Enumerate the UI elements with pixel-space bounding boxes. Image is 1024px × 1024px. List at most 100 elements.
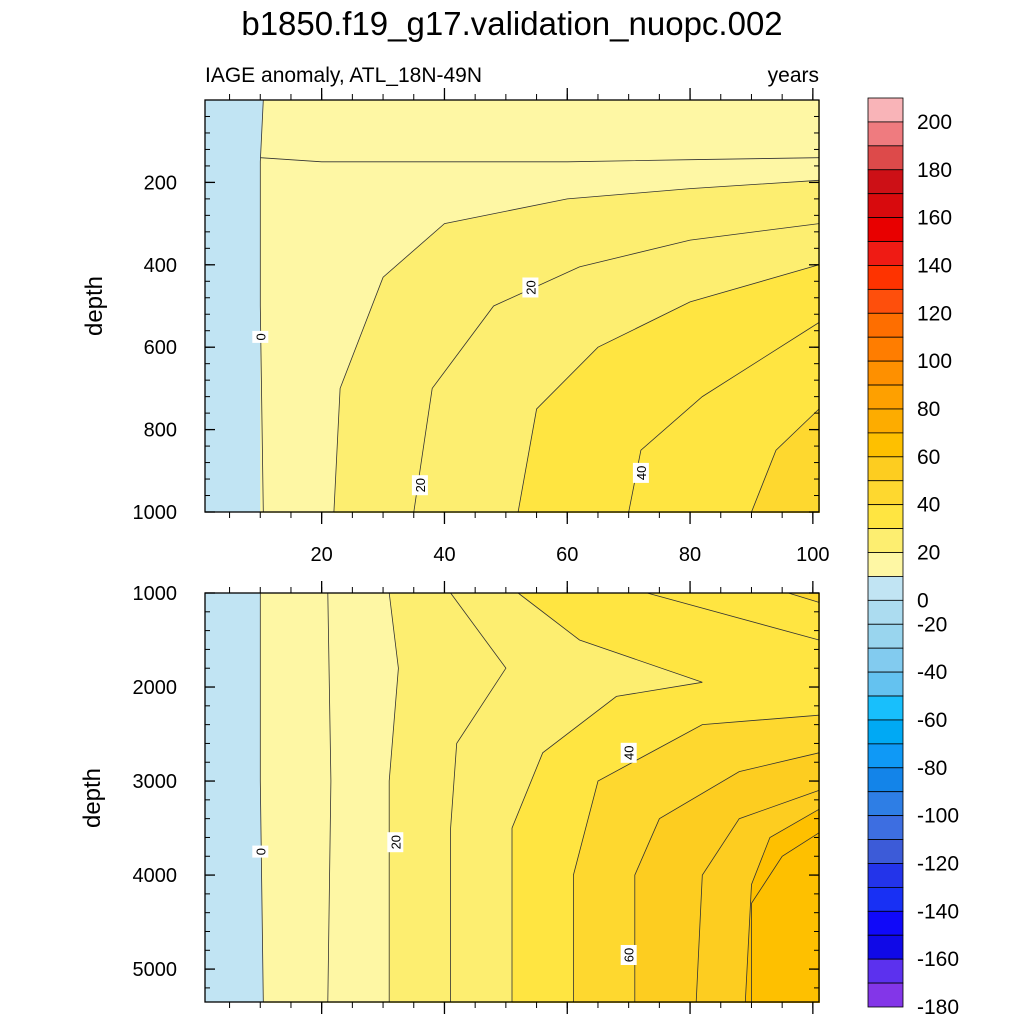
top-contour-line-0	[259, 99, 264, 513]
colorbar-label: 60	[917, 446, 940, 469]
colorbar-box	[867, 193, 904, 219]
svg-text:0: 0	[253, 333, 268, 340]
colorbar-box	[867, 241, 904, 266]
colorbar-box	[867, 791, 904, 817]
colorbar-box	[867, 97, 904, 123]
colorbar-label: -100	[917, 805, 959, 828]
colorbar-label: 200	[917, 111, 952, 134]
bot-contour-label: 20	[387, 832, 404, 853]
top-contour-line-10	[333, 179, 820, 513]
x-tick-label: 60	[556, 544, 578, 566]
top-contour-label: 40	[632, 462, 649, 483]
colorbar-box	[867, 480, 904, 506]
top-contour-label: 20	[522, 277, 539, 298]
chart-title: b1850.f19_g17.validation_nuopc.002	[241, 5, 782, 42]
bottom-axis-ticks: 1000 2000 3000 4000 5000	[133, 581, 819, 1014]
top-y-tick-label: 600	[144, 337, 177, 359]
top-contour-fill	[205, 100, 820, 514]
colorbar-label: 160	[917, 207, 952, 230]
bot-y-tick-label: 2000	[133, 677, 178, 699]
bottom-contour-fill	[205, 593, 820, 1003]
colorbar-label: -180	[917, 996, 959, 1019]
colorbar-box	[867, 599, 904, 625]
bot-contour-line-35	[573, 714, 820, 1002]
colorbar-box	[867, 265, 904, 290]
x-tick-label: 80	[679, 544, 701, 566]
top-contour-line-20	[517, 264, 820, 513]
colorbar-label: 80	[917, 398, 940, 421]
svg-text:20: 20	[523, 280, 538, 294]
colorbar-label: 120	[917, 302, 952, 325]
colorbar-box	[867, 934, 904, 960]
colorbar-box	[867, 910, 904, 936]
colorbar-label: 140	[917, 254, 952, 277]
x-tick-label: 20	[311, 544, 333, 566]
colorbar-box	[867, 982, 904, 1008]
colorbar-box	[867, 121, 904, 147]
bot-contour-line-30	[788, 592, 820, 603]
colorbar-box	[867, 360, 904, 386]
top-y-tick-label: 1000	[133, 502, 178, 524]
bot-contour-line-45	[695, 790, 820, 1003]
bot-contour-line-50	[744, 808, 820, 1003]
colorbar-box	[867, 767, 904, 793]
bot-fill-region-25	[647, 593, 820, 1003]
bottom-panel: 0 20 40 60 1000 2000 3000 4000 5000 depth	[79, 581, 820, 1014]
bot-y-tick-label: 5000	[133, 959, 178, 981]
colorbar-label: 0	[917, 589, 929, 612]
colorbar-box	[867, 145, 904, 171]
bot-contour-line-0	[259, 593, 264, 1003]
colorbar-box	[867, 719, 904, 745]
bot-contour-line-40	[634, 752, 820, 1002]
bot-contour-line-25	[646, 592, 820, 641]
bot-contour-label: 40	[620, 742, 637, 763]
bot-contour-line-15	[450, 592, 507, 1002]
colorbar-box	[867, 432, 904, 458]
bot-contour-line-20	[511, 592, 703, 1002]
bot-y-tick-label: 3000	[133, 771, 178, 793]
svg-text:40: 40	[622, 746, 637, 760]
colorbar-label: 20	[917, 542, 940, 565]
top-right-subtitle: years	[768, 64, 819, 87]
bot-y-tick-label: 4000	[133, 865, 178, 887]
bottom-contour-lines	[259, 592, 820, 1003]
colorbar-label: -60	[917, 709, 947, 732]
bot-y-tick-label: 1000	[133, 583, 178, 605]
colorbar-box	[867, 839, 904, 864]
colorbar-box	[867, 743, 904, 769]
svg-text:20: 20	[413, 478, 428, 492]
svg-text:20: 20	[388, 835, 403, 849]
colorbar-label: 100	[917, 350, 952, 373]
colorbar-box	[867, 815, 904, 840]
colorbar-box	[867, 217, 904, 242]
colorbar-box	[867, 863, 904, 888]
colorbar-box	[867, 576, 904, 601]
top-contour-label: 20	[411, 475, 428, 496]
top-plot-frame	[204, 99, 820, 513]
bot-contour-label: 60	[620, 945, 637, 965]
svg-text:0: 0	[253, 848, 268, 855]
bottom-plot-frame	[204, 592, 820, 1003]
colorbar-box	[867, 671, 904, 697]
svg-text:60: 60	[622, 948, 637, 962]
top-y-tick-label: 200	[144, 172, 177, 194]
top-contour-labels: 0 20 20 40	[252, 277, 649, 496]
top-contour-label: 0	[252, 330, 269, 343]
colorbar-label: -40	[917, 661, 947, 684]
colorbar-box	[867, 695, 904, 721]
top-y-axis-label: depth	[81, 276, 108, 336]
top-fill-region-30	[751, 409, 820, 513]
top-contour-lines	[259, 99, 820, 513]
colorbar: 200180160140120100806040200-20-40-60-80-…	[867, 97, 959, 1019]
colorbar-box	[867, 504, 904, 529]
colorbar-label: -140	[917, 900, 959, 923]
bottom-y-axis-label: depth	[79, 768, 106, 828]
bot-contour-line-10	[388, 592, 399, 1002]
colorbar-label: -120	[917, 852, 959, 875]
top-panel: IAGE anomaly, ATL_18N-49N years 0202040 …	[81, 64, 830, 566]
colorbar-box	[867, 958, 904, 984]
top-y-tick-label: 400	[144, 255, 177, 277]
bot-fill-region-55	[751, 832, 820, 1003]
colorbar-box	[867, 456, 904, 482]
